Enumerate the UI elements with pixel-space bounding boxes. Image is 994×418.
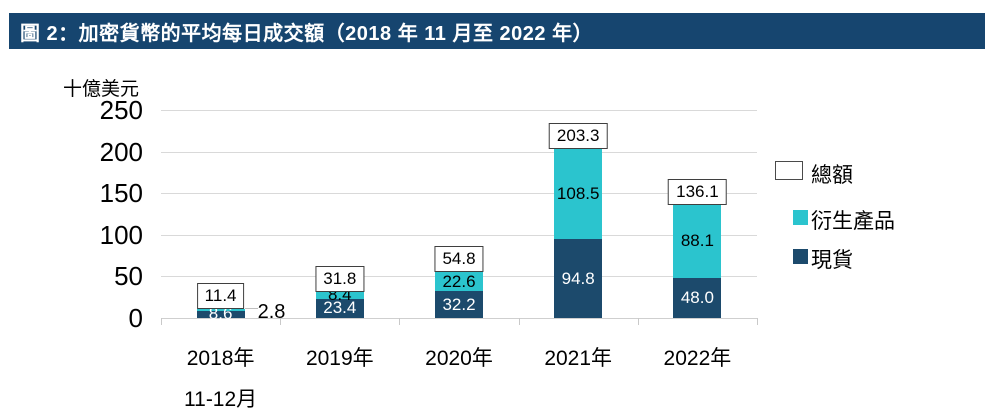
bar-segment-spot [196,310,245,318]
derivatives-value-label: 22.6 [442,271,476,291]
gridline [161,235,757,236]
bar-segment-derivatives [554,148,603,240]
x-tick-sublabel: 11-12月 [184,388,258,411]
y-tick-label: 200 [99,137,143,167]
x-axis-tick [280,318,282,325]
legend-swatch-total-icon [775,161,803,180]
y-tick-label: 0 [128,303,143,333]
x-axis-tick [161,318,162,325]
x-axis-tick [637,318,639,325]
total-value-box: 11.4 [196,282,245,309]
legend-swatch-spot-icon [793,249,808,264]
x-tick-label: 2018年 [186,347,255,370]
y-tick-label: 250 [99,95,143,125]
spot-value-label: 8.6 [208,304,233,324]
y-axis-unit-label: 十億美元 [63,79,140,100]
total-value-box: 31.8 [315,265,365,292]
y-tick-label: 150 [99,178,143,208]
x-axis-tick [399,318,401,325]
x-axis-line [161,318,757,319]
bar-segment-spot [315,298,364,318]
x-tick-label: 2019年 [305,347,374,370]
y-tick-label: 50 [114,261,143,291]
y-tick-label: 100 [99,220,143,250]
bar-segment-spot [554,239,603,318]
plot-area: 8.6 2.8 11.4 2018年 11-12月 23.4 8.4 31.8 2019年 32.… [161,110,758,411]
gridline [161,193,757,194]
gridline [161,110,757,111]
total-value-box: 203.3 [548,122,608,149]
x-tick-label: 2021年 [544,347,613,370]
title-banner: 圖 2：加密貨幣的平均每日成交額（2018 年 11 月至 2022 年） [9,13,985,49]
chart-title: 圖 2：加密貨幣的平均每日成交額（2018 年 11 月至 2022 年） [20,22,594,45]
spot-value-label: 23.4 [323,298,357,318]
derivatives-value-label: 88.1 [680,231,714,251]
x-tick-label: 2022年 [663,347,732,370]
spot-value-label: 94.8 [561,268,595,288]
bar-segment-spot [435,291,483,318]
bar-segment-derivatives [435,272,483,292]
bar-segment-derivatives [315,291,364,299]
legend-label-spot: 現貨 [811,249,853,272]
x-axis-tick [518,318,520,325]
bar-segment-spot [673,278,722,318]
bar-segment-derivatives [196,308,245,311]
derivatives-callout-line [244,308,258,309]
x-tick-label: 2020年 [425,347,493,370]
bar-segment-derivatives [673,204,722,279]
legend-label-total: 總額 [811,164,853,187]
spot-value-label: 32.2 [442,294,476,314]
gridline [161,152,757,153]
spot-value-label: 48.0 [680,288,714,308]
total-value-box: 54.8 [434,246,484,273]
x-axis-tick [757,318,758,325]
legend-label-derivatives: 衍生產品 [811,210,895,233]
derivatives-value-label: 108.5 [556,184,600,203]
legend-swatch-derivatives-icon [793,210,808,225]
total-value-box: 136.1 [668,178,727,205]
derivatives-callout-label: 2.8 [257,301,286,323]
